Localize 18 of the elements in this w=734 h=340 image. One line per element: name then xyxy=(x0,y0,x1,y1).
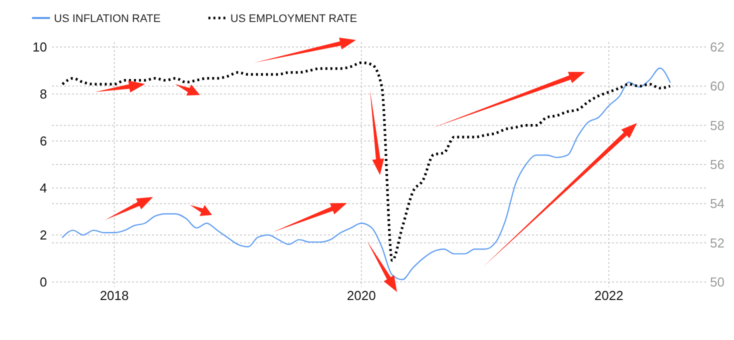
y-tick-label: 2 xyxy=(40,228,47,243)
legend-label: US EMPLOYMENT RATE xyxy=(230,12,358,25)
y-tick-label: 4 xyxy=(40,180,47,196)
y-tick-label: 6 xyxy=(40,134,47,149)
y-tick-label: 10 xyxy=(32,40,47,55)
y-tick-label: 0 xyxy=(40,274,47,290)
y2-tick-label: 54 xyxy=(710,196,724,212)
x-tick-label: 2018 xyxy=(100,288,129,303)
x-tick-label: 2022 xyxy=(594,288,624,303)
y2-tick-label: 52 xyxy=(710,235,724,250)
y-tick-label: 8 xyxy=(40,86,47,102)
y2-tick-label: 56 xyxy=(710,157,724,172)
legend-label: US INFLATION RATE xyxy=(54,12,161,25)
y2-tick-label: 50 xyxy=(710,274,724,290)
y2-tick-label: 62 xyxy=(710,40,724,55)
y2-tick-label: 58 xyxy=(710,118,724,133)
x-tick-label: 2020 xyxy=(346,288,376,303)
y2-tick-label: 60 xyxy=(710,78,724,94)
